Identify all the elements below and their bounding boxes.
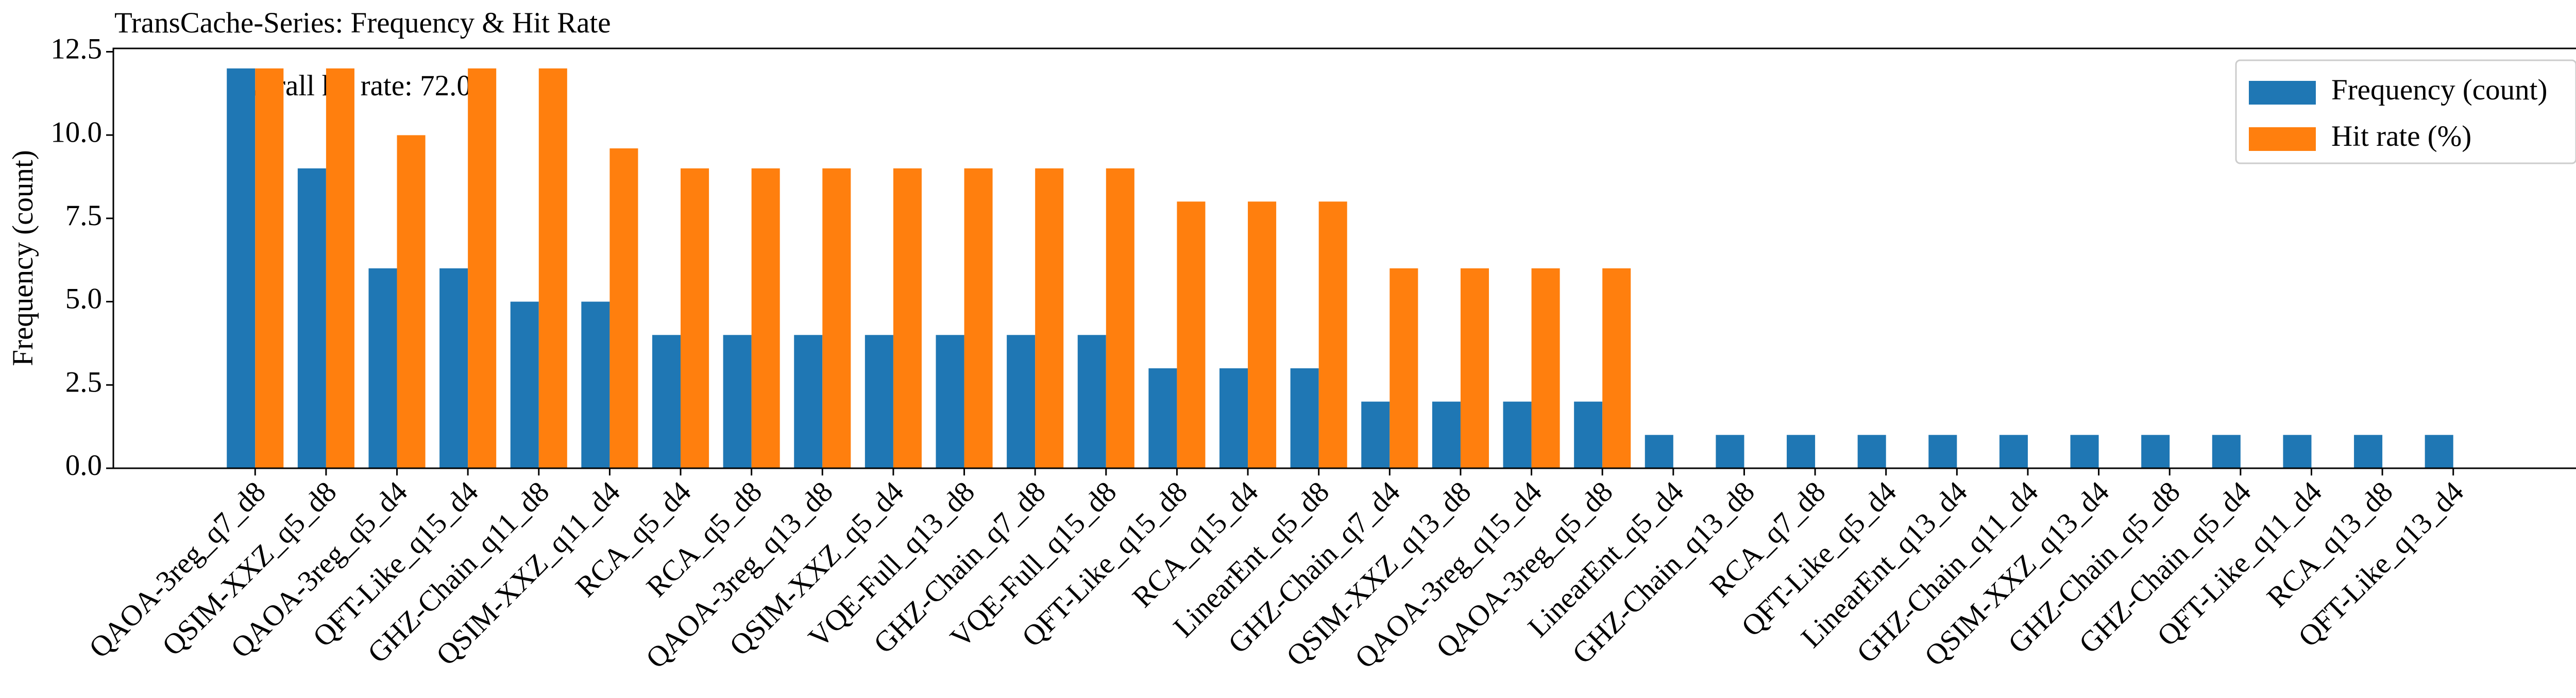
bar [1574, 401, 1603, 468]
bar [964, 168, 993, 468]
chart-title: TransCache-Series: Frequency & Hit Rate [114, 7, 611, 39]
bar [893, 168, 922, 468]
bar [2354, 435, 2383, 468]
y-tick-label: 7.5 [65, 199, 102, 232]
y-tick-label: 5.0 [65, 283, 102, 315]
bar [723, 335, 752, 468]
y-axis-label: Frequency (count) [7, 150, 39, 366]
bar [397, 135, 426, 468]
y-tick-label: 10.0 [50, 116, 102, 148]
bar [1035, 168, 1064, 468]
legend-swatch [2249, 81, 2316, 105]
bar [510, 301, 539, 468]
bar [297, 168, 326, 468]
bar [1787, 435, 1816, 468]
plot-frame [112, 47, 2576, 469]
bar [936, 335, 964, 468]
bar [681, 168, 709, 468]
bar [1432, 401, 1461, 468]
bar [1928, 435, 1957, 468]
bar [1318, 201, 1347, 468]
y-tick-label: 0.0 [65, 449, 102, 482]
bar [2212, 435, 2241, 468]
bar [581, 301, 610, 468]
legend-label: Hit rate (%) [2331, 120, 2471, 152]
bar [255, 68, 284, 469]
bar [368, 268, 397, 468]
bar [1999, 435, 2028, 468]
bar [1248, 201, 1277, 468]
legend-label: Frequency (count) [2331, 74, 2547, 106]
bar [2425, 435, 2453, 468]
bar [1007, 335, 1036, 468]
legend-box [2235, 59, 2576, 164]
bar [227, 68, 256, 469]
bar [1389, 268, 1418, 468]
bar [1077, 335, 1106, 468]
bar [1361, 401, 1390, 468]
bar [1857, 435, 1886, 468]
bar [652, 335, 681, 468]
bar [1290, 368, 1319, 468]
bar [2283, 435, 2312, 468]
bar [822, 168, 851, 468]
bar [1106, 168, 1134, 468]
y-tick-label: 2.5 [65, 366, 102, 398]
bar [326, 68, 354, 469]
bar [1177, 201, 1206, 468]
bar [1503, 401, 1532, 468]
bar [609, 148, 638, 468]
bar [865, 335, 893, 468]
bar [1645, 435, 1673, 468]
bar [794, 335, 823, 468]
y-tick-label: 12.5 [50, 33, 102, 65]
bar [1460, 268, 1489, 468]
bar [2070, 435, 2099, 468]
bar [538, 68, 567, 469]
bar [1531, 268, 1560, 468]
bar [1602, 268, 1631, 468]
bar [751, 168, 780, 468]
bar [468, 68, 497, 469]
bar [1148, 368, 1177, 468]
bar [439, 268, 468, 468]
bar [1219, 368, 1248, 468]
legend-swatch [2249, 127, 2316, 151]
bar [2141, 435, 2170, 468]
bar [1716, 435, 1744, 468]
